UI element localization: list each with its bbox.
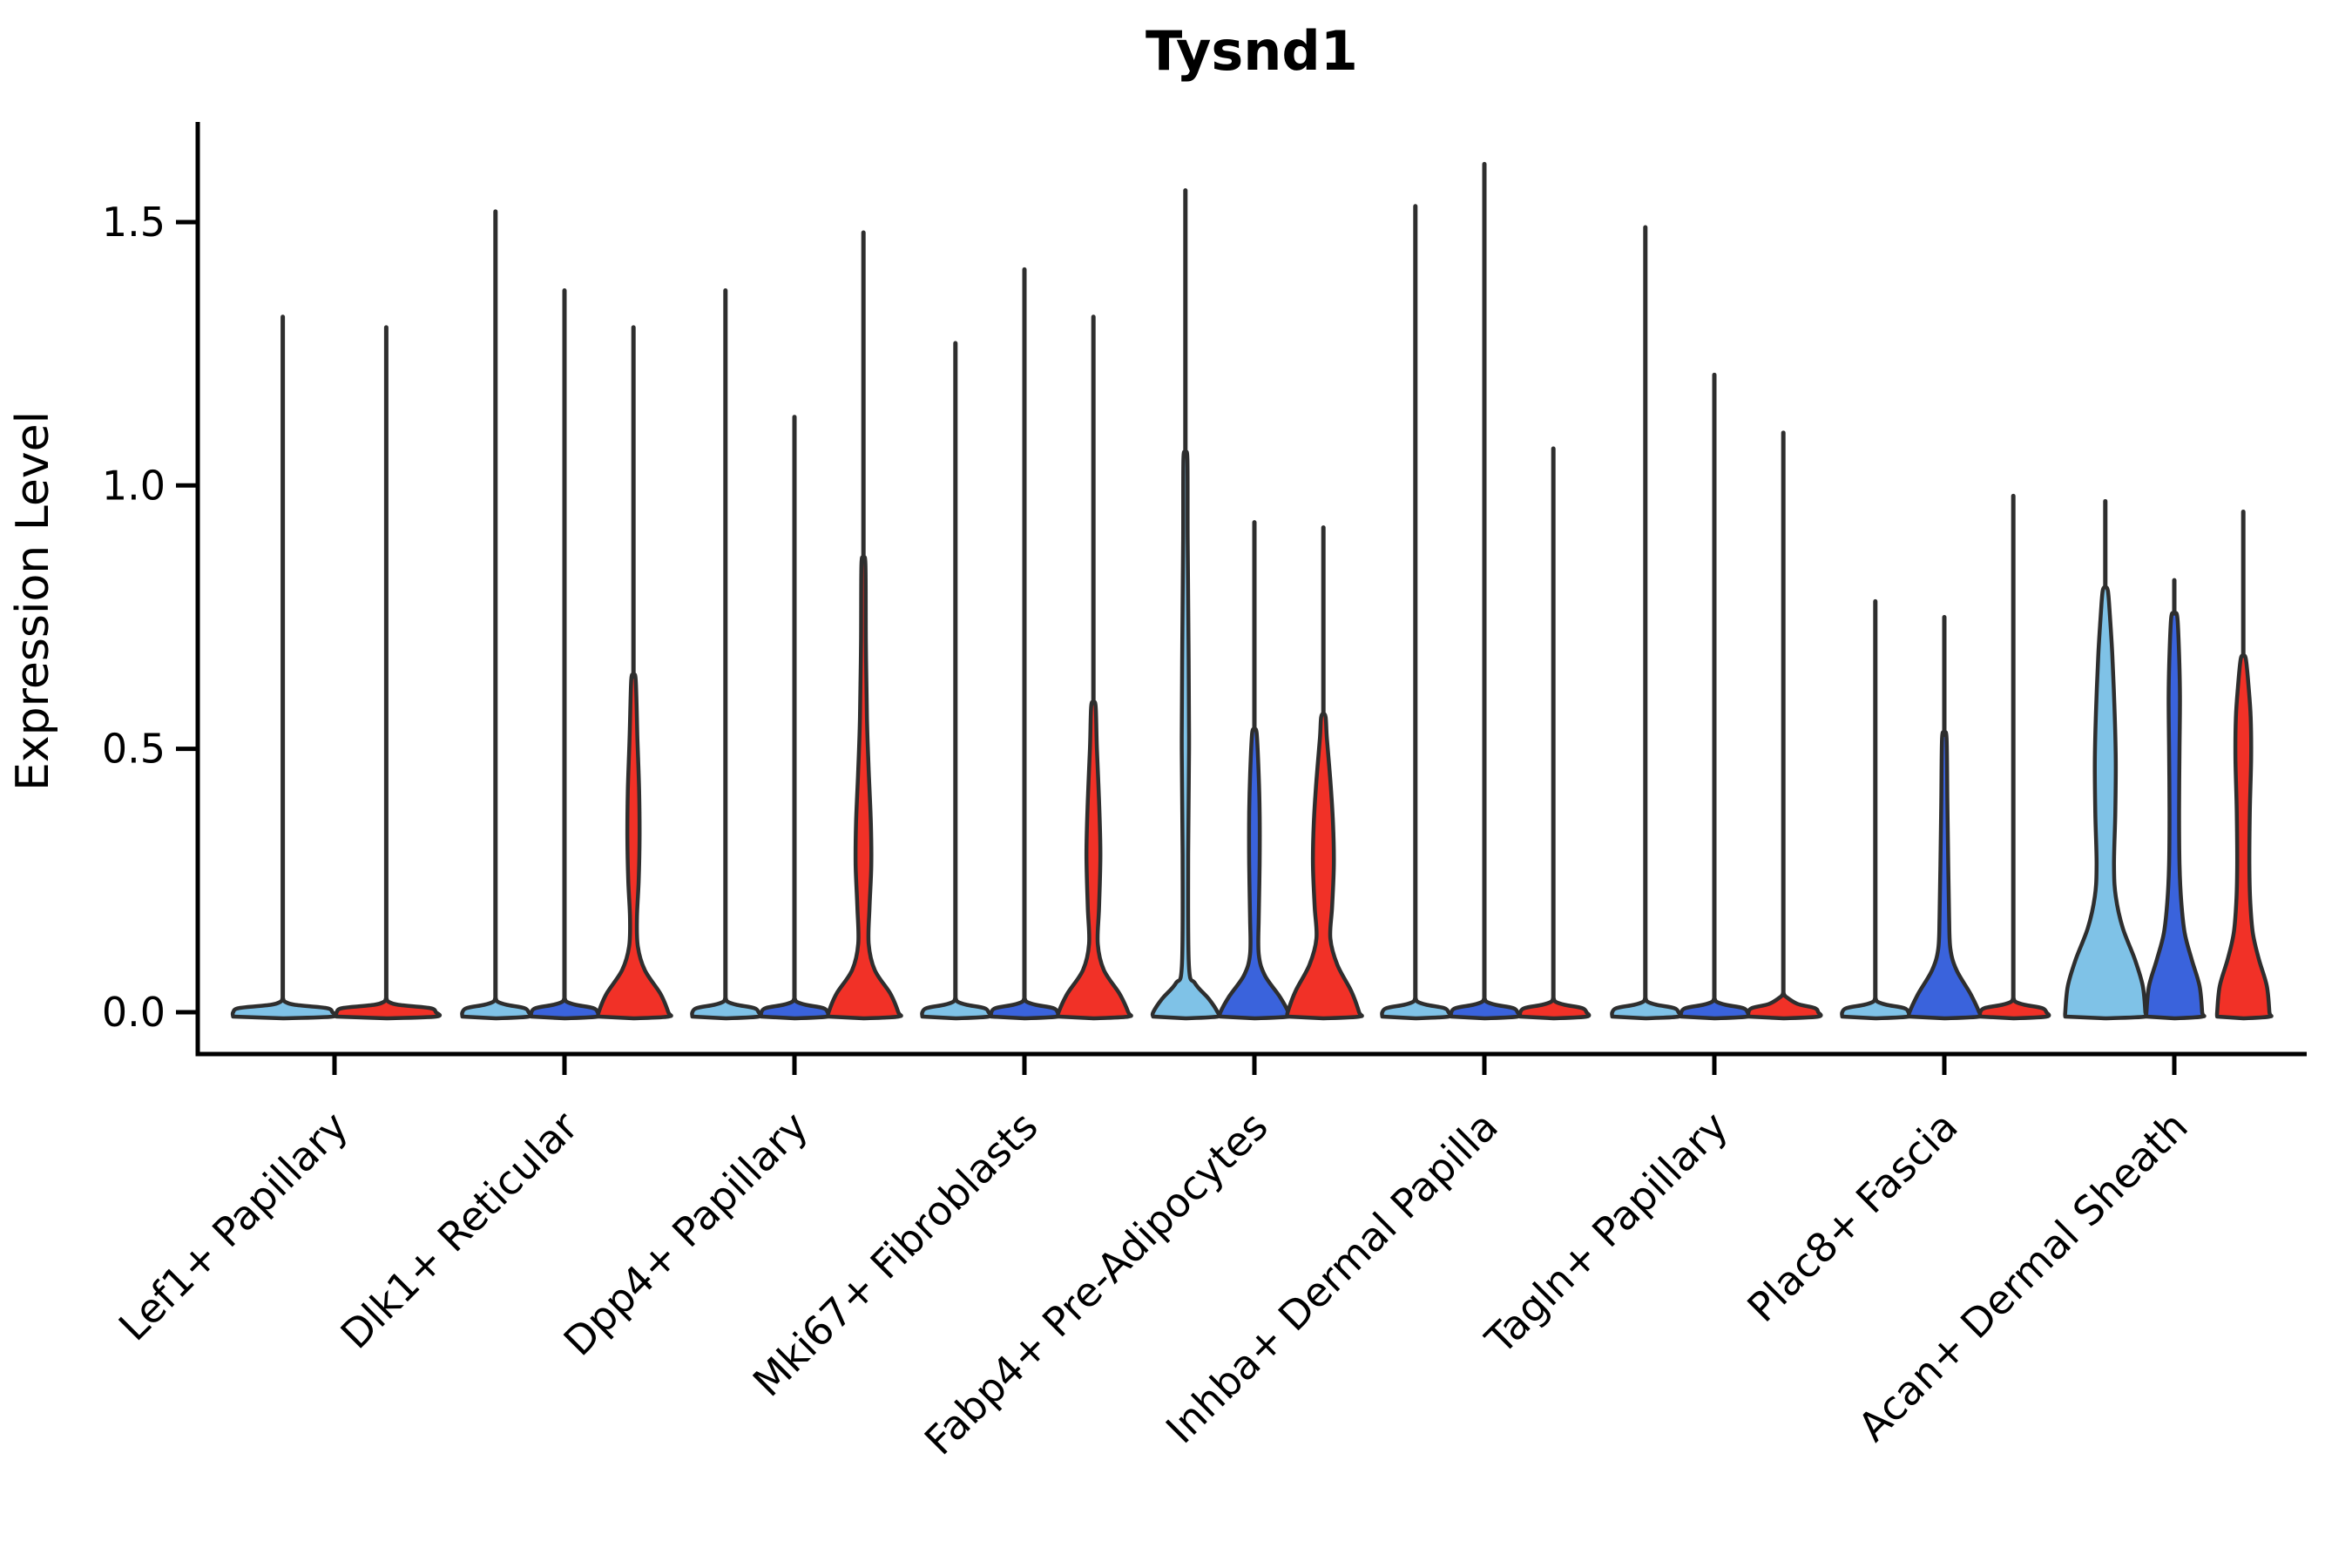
violin-body-tagln-2 — [1679, 996, 1753, 1021]
violin-body-plac8-1 — [1840, 996, 1914, 1021]
violin-body-dpp4-1 — [690, 996, 764, 1021]
violin-body-dpp4-3 — [826, 555, 903, 1021]
violin-body-lef1-1 — [230, 996, 339, 1021]
violin-body-dlk1-2 — [529, 996, 603, 1021]
violins-layer — [230, 161, 2274, 1021]
violin-body-acan-3 — [2214, 653, 2274, 1021]
y-tick-label: 1.0 — [102, 462, 166, 509]
violin-body-tagln-1 — [1610, 996, 1684, 1021]
x-tick-label: Lef1+ Papillary — [110, 1103, 357, 1350]
violin-body-inhba-1 — [1380, 996, 1454, 1021]
violin-body-acan-1 — [2063, 585, 2151, 1021]
violin-body-plac8-2 — [1907, 730, 1984, 1021]
x-tick-label: Plac8+ Fascia — [1738, 1103, 1966, 1331]
violin-body-dpp4-2 — [759, 996, 833, 1021]
y-tick-label: 0.5 — [102, 726, 166, 773]
violin-body-plac8-3 — [1977, 996, 2051, 1021]
violin-body-mki67-2 — [989, 996, 1063, 1021]
violin-body-fabp4-1 — [1150, 449, 1223, 1021]
y-tick-label: 1.5 — [102, 199, 166, 246]
violin-body-dlk1-3 — [596, 672, 673, 1021]
y-axis-label: Expression Level — [7, 411, 59, 791]
chart-title: Tysnd1 — [1146, 19, 1358, 83]
x-tick-label: Dlk1+ Reticular — [332, 1103, 587, 1358]
violin-body-fabp4-2 — [1218, 727, 1294, 1021]
y-tick-label: 0.0 — [102, 989, 166, 1036]
violin-body-inhba-3 — [1517, 996, 1592, 1021]
violin-body-lef1-2 — [334, 996, 443, 1021]
violin-body-tagln-3 — [1746, 990, 1823, 1021]
violin-body-acan-2 — [2144, 611, 2207, 1021]
violin-body-mki67-1 — [920, 996, 994, 1021]
x-tick-label: Dpp4+ Papillary — [555, 1103, 817, 1365]
violin-body-inhba-2 — [1449, 996, 1523, 1021]
violin-body-dlk1-1 — [460, 996, 534, 1021]
x-tick-label: Tagln+ Papillary — [1476, 1103, 1737, 1364]
violin-body-fabp4-3 — [1285, 712, 1364, 1021]
violin-body-mki67-3 — [1056, 700, 1133, 1021]
